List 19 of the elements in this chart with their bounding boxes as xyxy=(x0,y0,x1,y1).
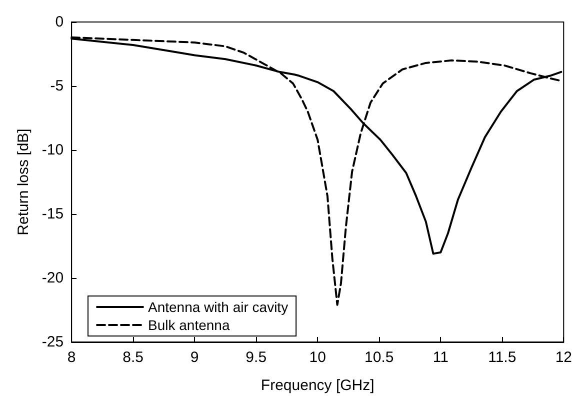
y-tick-label: -20 xyxy=(42,270,64,286)
y-axis-title: Return loss [dB] xyxy=(15,128,32,236)
x-tick-label: 10.5 xyxy=(364,349,394,366)
x-tick-label: 12 xyxy=(555,349,572,366)
x-tick-label: 11.5 xyxy=(488,349,516,366)
x-tick-label: 11 xyxy=(432,349,448,366)
y-tick-label: -25 xyxy=(42,334,64,350)
y-tick-label: -5 xyxy=(50,78,64,94)
x-tick-label: 8.5 xyxy=(122,349,144,366)
x-tick-label: 10 xyxy=(309,349,326,366)
x-axis-title: Frequency [GHz] xyxy=(260,377,374,394)
y-tick-label: 0 xyxy=(55,14,64,30)
legend-label: Antenna with air cavity xyxy=(148,299,288,315)
y-tick-label: -15 xyxy=(42,206,64,222)
x-tick-label: 8 xyxy=(67,349,76,366)
legend-label: Bulk antenna xyxy=(148,317,230,333)
x-tick-label: 9 xyxy=(190,349,199,366)
x-tick-label: 9.5 xyxy=(246,349,267,366)
y-tick-label: -10 xyxy=(42,142,64,158)
